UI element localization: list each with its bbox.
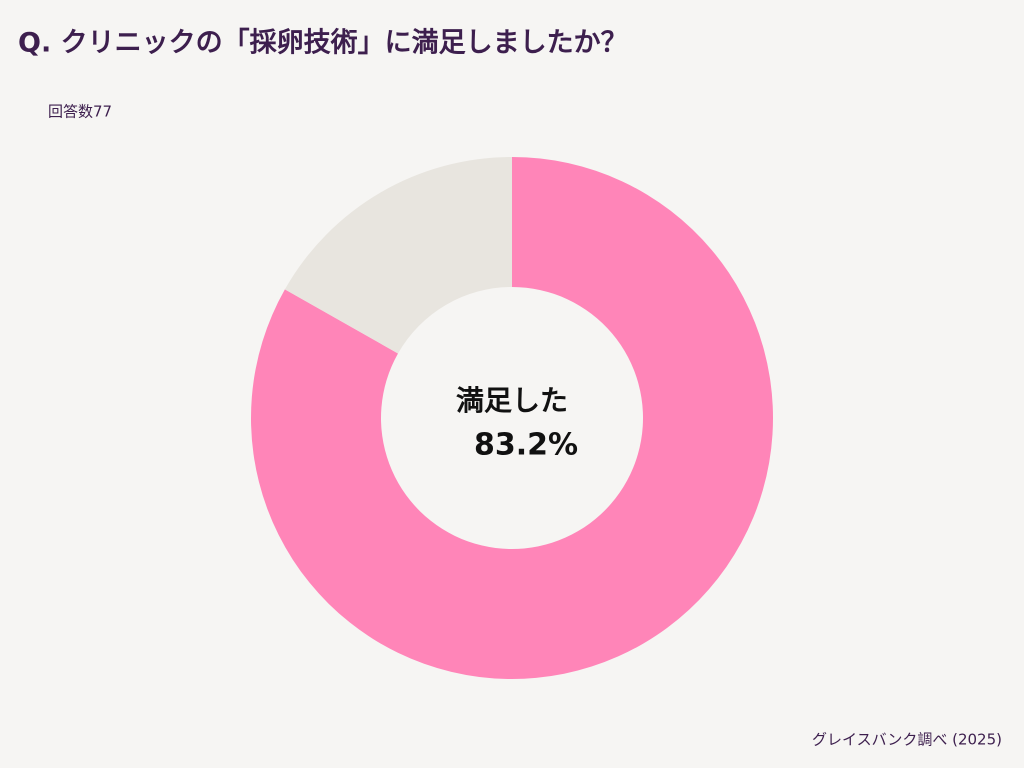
center-value: 83.2% xyxy=(474,428,578,463)
chart-title: Q. クリニックの「採卵技術」に満足しましたか？ xyxy=(18,27,628,59)
donut-slice xyxy=(250,157,773,679)
donut-slice xyxy=(284,157,512,354)
source: グレイスバンク調べ (2025) xyxy=(812,731,1002,749)
chart-subtitle: 回答数77 xyxy=(48,103,112,121)
center-label: 満足した xyxy=(456,384,568,417)
